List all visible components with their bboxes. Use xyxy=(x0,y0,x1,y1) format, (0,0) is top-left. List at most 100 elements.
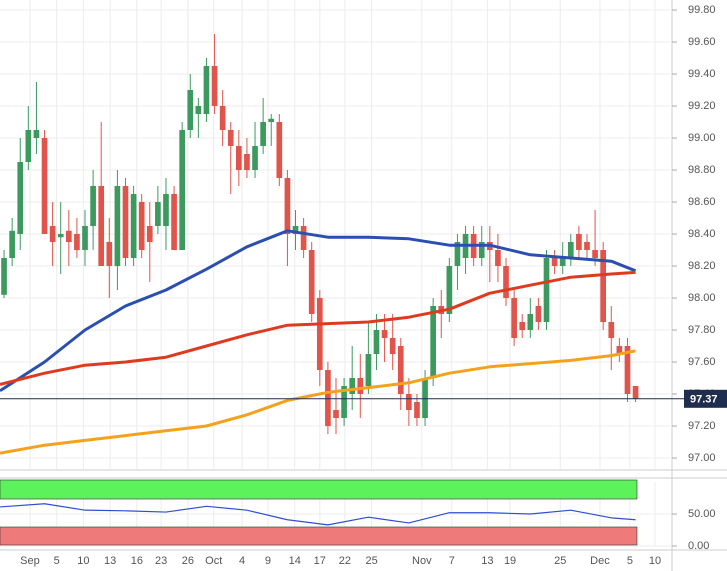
candle-body xyxy=(373,330,380,354)
candle-body xyxy=(114,186,121,266)
candle-body xyxy=(616,346,623,354)
y-tick-label: 98.80 xyxy=(688,164,716,176)
candle-body xyxy=(300,226,307,250)
x-tick-label: 13 xyxy=(481,555,493,567)
candle-body xyxy=(146,226,153,242)
candle-body xyxy=(511,298,517,338)
y-tick-label: 97.20 xyxy=(688,420,716,432)
candle-body xyxy=(236,146,242,170)
x-tick-label: Nov xyxy=(412,555,432,567)
candle-body xyxy=(341,386,347,418)
candle-body xyxy=(179,130,186,250)
x-tick-label: 14 xyxy=(289,555,301,567)
x-tick-label: 10 xyxy=(649,555,661,567)
candle-body xyxy=(333,410,339,418)
candle-body xyxy=(430,306,436,378)
candle-body xyxy=(276,122,283,178)
line xyxy=(0,229,637,393)
candle-body xyxy=(292,226,299,234)
y-tick-label: 98.20 xyxy=(688,260,716,272)
candle-body xyxy=(519,322,526,330)
y-tick-label: 97.80 xyxy=(688,324,716,336)
candle-body xyxy=(414,402,420,418)
x-tick-label: 19 xyxy=(504,555,516,567)
candle-body xyxy=(357,378,364,394)
candle-body xyxy=(25,130,32,162)
candle-body xyxy=(543,258,550,322)
candle-body xyxy=(503,266,509,298)
x-tick-label: Dec xyxy=(590,555,610,567)
candle-body xyxy=(624,346,631,394)
candle-body xyxy=(252,146,258,170)
y-tick-label: 97.60 xyxy=(688,356,716,368)
candle-body xyxy=(592,250,598,258)
candle-body xyxy=(260,122,266,146)
y-tick-label: 99.00 xyxy=(688,132,716,144)
x-tick-label: 4 xyxy=(239,555,245,567)
candle-body xyxy=(57,234,64,238)
candle-body xyxy=(478,242,485,258)
candle-body xyxy=(195,106,202,114)
candle-body xyxy=(41,138,48,234)
candle-body xyxy=(576,234,582,250)
candle-body xyxy=(130,194,137,258)
candle-body xyxy=(325,370,331,426)
candle-body xyxy=(551,258,558,266)
candle-body xyxy=(454,242,461,266)
x-tick-label: 5 xyxy=(54,555,60,567)
candle-body xyxy=(203,66,210,114)
candle-body xyxy=(90,186,96,226)
x-tick-label: 5 xyxy=(627,555,633,567)
candle-body xyxy=(163,194,169,226)
candle-body xyxy=(49,226,56,242)
y-tick-label: 0.00 xyxy=(688,540,709,552)
y-tick-label: 99.40 xyxy=(688,68,716,80)
candle-body xyxy=(211,66,218,106)
candle-body xyxy=(495,250,501,266)
x-tick-label: 25 xyxy=(365,555,377,567)
x-tick-label: 16 xyxy=(131,555,143,567)
candle-body xyxy=(82,226,88,250)
y-tick-label: 99.20 xyxy=(688,100,716,112)
y-tick-label: 99.60 xyxy=(688,36,716,48)
candle-body xyxy=(74,234,80,250)
x-tick-label: 13 xyxy=(104,555,116,567)
x-tick-label: 22 xyxy=(339,555,351,567)
x-tick-label: 10 xyxy=(77,555,89,567)
candle-body xyxy=(268,118,275,122)
y-tick-label: 99.80 xyxy=(688,4,716,16)
x-tick-label: 7 xyxy=(449,555,455,567)
candle-body xyxy=(567,242,574,258)
candle-body xyxy=(17,162,24,234)
x-tick-label: 9 xyxy=(265,555,271,567)
candle-body xyxy=(584,242,590,250)
line xyxy=(0,503,636,526)
x-tick-label: 17 xyxy=(314,555,326,567)
y-tick-label: 98.60 xyxy=(688,196,716,208)
candle-body xyxy=(227,130,234,146)
candle-body xyxy=(365,354,372,386)
candle-body xyxy=(65,230,72,242)
candle-body xyxy=(422,378,428,418)
oversold-band xyxy=(0,526,638,546)
candle-body xyxy=(219,106,226,130)
candle-body xyxy=(155,202,161,226)
y-tick-label: 97.00 xyxy=(688,452,716,464)
candle-body xyxy=(33,130,40,138)
candle-body xyxy=(535,306,542,322)
last-price-label: 97.37 xyxy=(690,394,718,406)
candle-body xyxy=(106,242,113,266)
candle-body xyxy=(349,378,356,394)
line xyxy=(0,270,636,386)
x-tick-label: 25 xyxy=(554,555,566,567)
candle-body xyxy=(381,330,388,338)
candle-body xyxy=(527,314,534,330)
x-tick-label: Oct xyxy=(205,555,222,567)
candle-body xyxy=(244,154,250,170)
x-tick-label: 26 xyxy=(182,555,194,567)
y-tick-label: 98.00 xyxy=(688,292,716,304)
candle-body xyxy=(284,178,291,234)
candle-body xyxy=(397,346,404,394)
x-tick-label: 23 xyxy=(155,555,167,567)
